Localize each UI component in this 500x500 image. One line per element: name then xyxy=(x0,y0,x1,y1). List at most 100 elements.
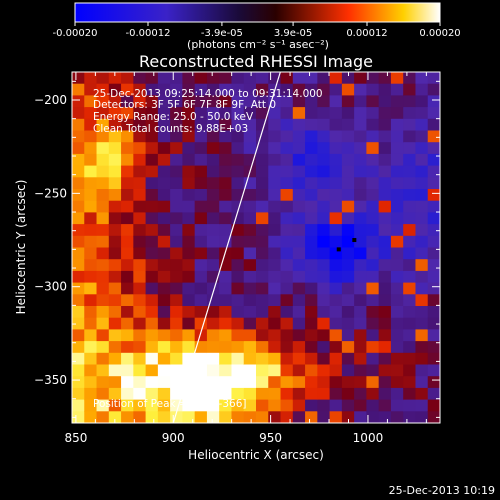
heatmap-cell xyxy=(121,247,134,260)
heatmap-cell xyxy=(415,329,429,342)
heatmap-cell xyxy=(292,352,306,366)
heatmap-cell xyxy=(378,72,392,85)
heatmap-cell xyxy=(121,270,134,284)
heatmap-cell xyxy=(72,165,85,178)
heatmap-cell xyxy=(280,352,294,366)
heatmap-cell xyxy=(256,200,269,213)
heatmap-cell xyxy=(366,200,380,213)
heatmap-cell xyxy=(157,341,171,354)
heatmap-cell xyxy=(219,399,233,412)
heatmap-cell xyxy=(145,153,159,167)
heatmap-cell xyxy=(305,177,318,190)
heatmap-cell xyxy=(121,72,134,85)
heatmap-cell xyxy=(317,247,331,260)
heatmap-cell xyxy=(206,130,220,143)
heatmap-cell xyxy=(84,376,98,389)
heatmap-cell xyxy=(341,306,355,319)
heatmap-cell xyxy=(84,189,98,202)
heatmap-cell xyxy=(145,83,159,96)
heatmap-cell xyxy=(72,107,85,120)
heatmap-cell xyxy=(427,72,440,85)
heatmap-cell xyxy=(133,189,147,202)
info-line-4: Clean Total counts: 9.88E+03 xyxy=(93,123,248,135)
heatmap-cell xyxy=(280,364,294,377)
heatmap-cell xyxy=(341,329,355,342)
heatmap-cell xyxy=(305,165,318,178)
heatmap-cell xyxy=(133,282,147,295)
heatmap-cell xyxy=(256,352,269,366)
heatmap-cell xyxy=(182,282,196,295)
heatmap-cell xyxy=(378,282,392,295)
heatmap-cell xyxy=(206,118,220,132)
heatmap-cell xyxy=(268,364,282,377)
heatmap-cell xyxy=(72,294,85,307)
heatmap-cell xyxy=(96,83,110,96)
peak-position: Position of Peak = [935,-366] xyxy=(93,398,247,410)
heatmap-cell xyxy=(329,189,343,202)
heatmap-cell xyxy=(341,270,355,284)
heatmap-cell xyxy=(366,259,380,272)
heatmap-cell xyxy=(415,72,429,85)
heatmap-cell xyxy=(157,387,171,401)
heatmap-cell xyxy=(133,399,147,412)
heatmap-cell xyxy=(133,352,147,366)
heatmap-cell xyxy=(206,376,220,389)
heatmap-cell xyxy=(329,411,343,423)
heatmap-cell xyxy=(292,364,306,377)
heatmap-cell xyxy=(133,177,147,190)
heatmap-cell xyxy=(329,212,343,225)
heatmap-cell xyxy=(256,387,269,401)
heatmap-cell xyxy=(121,364,134,377)
heatmap-cell xyxy=(280,306,294,319)
heatmap-cell xyxy=(72,224,85,237)
heatmap-cell xyxy=(145,259,159,272)
heatmap-cell xyxy=(219,306,233,319)
heatmap-cell xyxy=(268,107,282,120)
heatmap-cell xyxy=(415,306,429,319)
heatmap-cell xyxy=(329,399,343,412)
heatmap-cell xyxy=(231,352,245,366)
heatmap-cell xyxy=(170,329,183,342)
heatmap-cell xyxy=(415,130,429,143)
heatmap-cell xyxy=(206,83,220,96)
heatmap-cell xyxy=(415,235,429,249)
heatmap-cell xyxy=(329,352,343,366)
heatmap-cell xyxy=(292,259,306,272)
heatmap-cell xyxy=(354,364,367,377)
heatmap-cell xyxy=(378,177,392,190)
heatmap-cell xyxy=(145,282,159,295)
heatmap-cell xyxy=(206,329,220,342)
heatmap-cell xyxy=(268,376,282,389)
heatmap-cell xyxy=(329,153,343,167)
heatmap-cell xyxy=(108,212,122,225)
heatmap-cell xyxy=(268,282,282,295)
heatmap-cell xyxy=(415,200,429,213)
heatmap-cell xyxy=(354,294,367,307)
heatmap-cell xyxy=(403,387,417,401)
heatmap-area xyxy=(72,72,440,423)
heatmap-cell xyxy=(403,341,417,354)
heatmap-cell xyxy=(206,212,220,225)
heatmap-cell xyxy=(280,399,294,412)
heatmap-cell xyxy=(256,282,269,295)
heatmap-cell xyxy=(206,189,220,202)
heatmap-cell xyxy=(390,282,404,295)
heatmap-cell xyxy=(231,165,245,178)
heatmap-cell xyxy=(268,329,282,342)
heatmap-cell xyxy=(280,411,294,423)
heatmap-cell xyxy=(292,270,306,284)
heatmap-cell xyxy=(108,72,122,85)
heatmap-cell xyxy=(145,399,159,412)
heatmap-cell xyxy=(415,107,429,120)
heatmap-cell xyxy=(96,387,110,401)
heatmap-cell xyxy=(133,72,147,85)
heatmap-cell xyxy=(403,329,417,342)
heatmap-cell xyxy=(415,364,429,377)
heatmap-cell xyxy=(366,294,380,307)
heatmap-cell xyxy=(305,259,318,272)
heatmap-cell xyxy=(415,212,429,225)
heatmap-cell xyxy=(84,107,98,120)
heatmap-cell xyxy=(403,270,417,284)
heatmap-cell xyxy=(280,282,294,295)
colorbar-units: (photons cm⁻² s⁻¹ asec⁻²) xyxy=(187,38,329,51)
